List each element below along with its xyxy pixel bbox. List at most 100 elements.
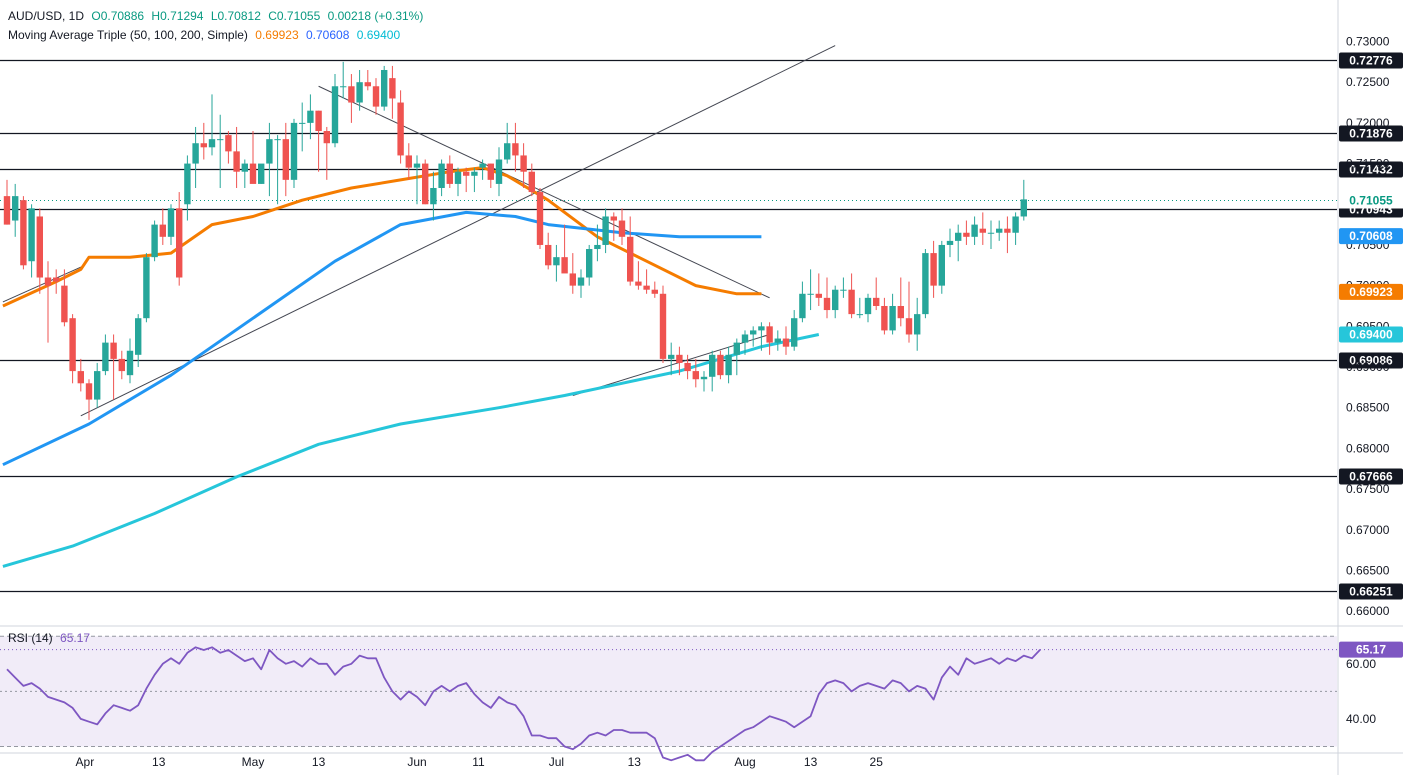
candle-body [676, 354, 683, 363]
candle-body [971, 224, 978, 237]
candle-body [536, 192, 544, 245]
candle-body [479, 163, 486, 168]
candle-body [381, 69, 388, 107]
price-tick-label: 0.73000 [1346, 35, 1390, 49]
candle-body [422, 163, 429, 205]
candle-body [356, 82, 363, 103]
time-axis: Apr 13 May 13 Jun 11 Jul 13 Aug 13 25 [76, 755, 884, 769]
candle-body [725, 354, 732, 376]
last-price-label: 0.71055 [1349, 194, 1393, 208]
candle-body [643, 285, 650, 290]
candle-body [241, 163, 248, 172]
price-tick-label: 0.67000 [1346, 523, 1390, 537]
candle-body [610, 216, 617, 221]
candle-body [979, 228, 986, 233]
price-tick-label: 0.72500 [1346, 75, 1390, 89]
candle-body [28, 208, 35, 262]
level-price-label: 0.69086 [1349, 354, 1393, 368]
candle-body [200, 143, 207, 148]
candles-layer [3, 61, 1027, 420]
candle-body [586, 249, 593, 278]
trendline [80, 45, 836, 417]
candle-body [331, 86, 339, 144]
rsi-legend-value: 65.17 [60, 631, 91, 645]
candle-body [807, 293, 814, 295]
candle-body [323, 131, 330, 144]
candle-body [61, 285, 68, 323]
candle-body [340, 86, 347, 88]
candle-body [487, 163, 494, 180]
candle-body [192, 143, 199, 164]
time-tick-label: Aug [734, 755, 755, 769]
rsi-legend: RSI (14) 65.17 [8, 631, 94, 645]
candle-body [635, 281, 642, 286]
candle-body [741, 334, 749, 343]
ma100-price-label: 0.70608 [1349, 229, 1393, 243]
candle-body [126, 350, 134, 376]
candle-body [135, 318, 142, 355]
candle-body [840, 289, 847, 291]
candle-body [53, 277, 60, 282]
ma50-price-tag [1339, 283, 1403, 300]
candle-body [413, 163, 421, 168]
candle-body [225, 135, 232, 152]
candle-body [438, 163, 445, 188]
candle-body [1020, 199, 1027, 217]
price-tick-label: 0.71500 [1346, 157, 1390, 171]
horizontal-levels-layer: 0.727760.718760.714320.709430.690860.676… [0, 52, 1403, 600]
price-tick-label: 0.66000 [1346, 604, 1390, 618]
time-tick-label: 25 [870, 755, 884, 769]
ma100-price-tag [1339, 228, 1403, 245]
candle-body [782, 338, 790, 347]
price-tick-label: 0.68500 [1346, 401, 1390, 415]
candle-body [504, 143, 511, 160]
trendline [318, 85, 770, 299]
candle-body [463, 171, 470, 176]
candle-body [290, 122, 298, 180]
candle-body [94, 371, 101, 400]
candle-body [561, 257, 568, 274]
candle-body [651, 289, 658, 294]
candle-body [577, 277, 585, 286]
candle-body [856, 314, 863, 316]
time-tick-label: 13 [628, 755, 642, 769]
candle-body [208, 139, 216, 148]
candle-body [627, 236, 634, 282]
price-tick-label: 0.67500 [1346, 482, 1390, 496]
candle-body [832, 289, 839, 311]
rsi-tick-label: 60.00 [1346, 657, 1376, 671]
symbol-legend: AUD/USD, 1D O0.70886 H0.71294 L0.70812 C… [8, 9, 427, 23]
candle-body [348, 86, 355, 103]
level-price-label: 0.72776 [1349, 54, 1393, 68]
candle-body [143, 257, 150, 319]
rsi-value-tag [1339, 641, 1403, 658]
candle-body [996, 228, 1003, 233]
candle-body [299, 122, 306, 124]
candle-body [873, 297, 880, 306]
level-price-label: 0.71876 [1349, 127, 1393, 141]
candle-body [274, 139, 281, 141]
candle-body [758, 326, 765, 331]
candle-body [315, 110, 322, 132]
candle-body [405, 155, 412, 168]
candle-body [3, 196, 11, 225]
ma200-price-label: 0.69400 [1349, 327, 1393, 341]
candle-body [446, 163, 453, 184]
ma200-price-tag [1339, 326, 1403, 343]
time-tick-label: 13 [804, 755, 818, 769]
candle-body [471, 171, 478, 176]
candle-body [102, 342, 109, 372]
candle-body [85, 383, 93, 400]
candle-body [364, 82, 371, 87]
candle-body [110, 342, 117, 359]
candle-body [258, 163, 265, 184]
candle-body [184, 163, 191, 205]
high-value: H0.71294 [151, 9, 204, 23]
candle-body [938, 244, 945, 286]
price-axis: 0.66000 0.66500 0.67000 0.67500 0.68000 0.685… [1339, 35, 1403, 618]
candle-body [495, 159, 503, 184]
candle-body [905, 318, 913, 335]
level-price-tag [1339, 352, 1403, 369]
